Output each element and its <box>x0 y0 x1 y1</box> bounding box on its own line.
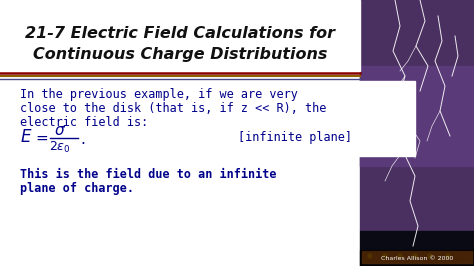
Text: This is the field due to an infinite: This is the field due to an infinite <box>20 168 276 181</box>
Text: electric field is:: electric field is: <box>20 116 148 129</box>
Text: $2\varepsilon_0$: $2\varepsilon_0$ <box>49 139 71 155</box>
Circle shape <box>368 254 372 258</box>
Bar <box>360 231 474 266</box>
Circle shape <box>413 254 417 258</box>
Bar <box>360 66 474 166</box>
Circle shape <box>383 254 387 258</box>
Bar <box>0 0 360 71</box>
Text: close to the disk (that is, if z << R), the: close to the disk (that is, if z << R), … <box>20 102 327 115</box>
Circle shape <box>446 254 450 258</box>
Text: 21-7 Electric Field Calculations for: 21-7 Electric Field Calculations for <box>25 27 335 41</box>
Bar <box>362 251 472 263</box>
Text: $E$: $E$ <box>20 130 32 147</box>
Text: [infinite plane]: [infinite plane] <box>238 131 352 144</box>
Circle shape <box>428 254 432 258</box>
Text: plane of charge.: plane of charge. <box>20 182 134 195</box>
Text: Charles Allison © 2000: Charles Allison © 2000 <box>381 256 453 260</box>
Text: $\sigma$: $\sigma$ <box>54 124 66 138</box>
Text: Continuous Charge Distributions: Continuous Charge Distributions <box>33 47 327 61</box>
Text: In the previous example, if we are very: In the previous example, if we are very <box>20 88 298 101</box>
Bar <box>360 0 474 231</box>
Text: .: . <box>80 132 85 148</box>
Bar <box>355 81 415 156</box>
Text: $=$: $=$ <box>33 131 49 145</box>
Circle shape <box>398 254 402 258</box>
Bar <box>360 250 474 266</box>
